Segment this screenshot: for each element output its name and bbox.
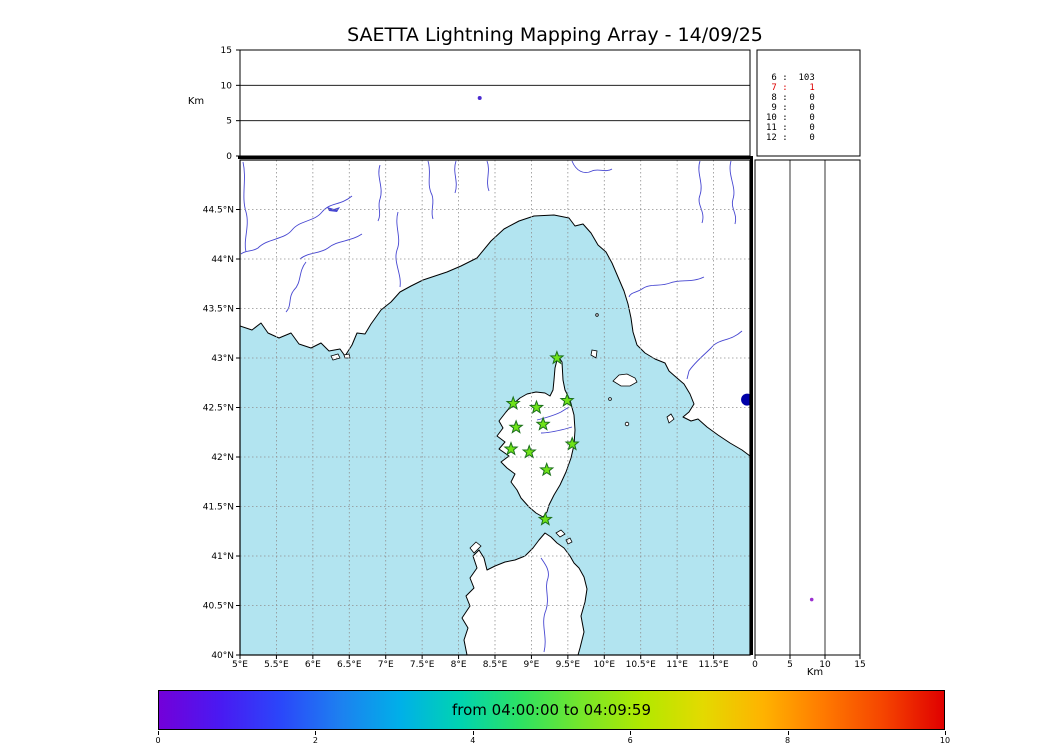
alt-lon-panel: [239, 49, 751, 157]
river: [571, 160, 613, 173]
lon-tick-label: 11°E: [666, 660, 688, 670]
alt-lat-tick-label: 0: [752, 660, 758, 670]
map-markers: [503, 350, 750, 526]
coastline-sardinia: [461, 532, 588, 655]
river: [377, 164, 382, 222]
lon-tick-label: 8.5°E: [483, 660, 508, 670]
river: [486, 160, 490, 192]
lat-tick-label: 44.5°N: [203, 206, 234, 216]
figure-title: SAETTA Lightning Mapping Array - 14/09/2…: [347, 24, 763, 46]
river: [240, 195, 353, 255]
station-count-row: 8 : 0: [766, 93, 815, 103]
alt-lon-tick-label: 15: [221, 46, 232, 56]
lma-station-marker: [528, 399, 545, 414]
lat-tick-label: 40.5°N: [203, 602, 234, 612]
island-gorgona: [595, 313, 599, 317]
lma-station-marker: [505, 395, 521, 410]
colorbar-label: from 04:00:00 to 04:09:59: [451, 701, 651, 719]
lat-tick-label: 44°N: [211, 255, 234, 265]
alt-lat-tick-label: 10: [819, 660, 831, 670]
alt-lon-tick-label: 10: [221, 81, 233, 91]
alt-lon-tick-label: 0: [226, 152, 232, 162]
lon-tick-label: 7°E: [378, 660, 394, 670]
station-count-row: 6 : 103: [766, 73, 815, 83]
river: [285, 261, 307, 313]
river: [540, 426, 573, 434]
lat-tick-label: 41°N: [211, 552, 234, 562]
lma-station-marker: [521, 444, 537, 459]
island-montecristo: [624, 421, 630, 427]
lon-tick-label: 9.5°E: [556, 660, 581, 670]
lat-tick-label: 43°N: [211, 354, 234, 364]
alt-lat-panel: [754, 159, 861, 656]
lon-tick-label: 5°E: [232, 660, 248, 670]
lon-tick-label: 8°E: [451, 660, 467, 670]
lon-tick-label: 11.5°E: [698, 660, 729, 670]
river: [536, 406, 570, 421]
lma-station-marker: [508, 419, 524, 434]
top-panel-ylabel: Km: [188, 96, 204, 107]
lon-tick-label: 6.5°E: [337, 660, 362, 670]
station-count-row: 12 : 0: [766, 133, 815, 143]
lma-station-marker: [559, 392, 575, 407]
lon-tick-label: 6°E: [305, 660, 321, 670]
river: [729, 160, 737, 225]
alt-lon-tick-label: 5: [226, 117, 232, 127]
map: [240, 160, 750, 655]
right-panel-xlabel: Km: [807, 667, 823, 678]
river: [454, 160, 457, 194]
river: [540, 557, 549, 653]
colorbar: from 04:00:00 to 04:09:59: [158, 690, 945, 730]
lma-station-marker: [539, 461, 555, 477]
station-count-row: 11 : 0: [766, 123, 815, 133]
river: [427, 160, 434, 220]
map-grid: [240, 160, 750, 655]
lat-tick-label: 40°N: [211, 651, 234, 661]
coastline-mainland-france-italy: [240, 160, 750, 457]
river: [242, 161, 248, 253]
lat-tick-label: 42.5°N: [203, 404, 234, 414]
lma-station-marker: [535, 416, 551, 431]
lat-tick-label: 43.5°N: [203, 305, 234, 315]
river: [299, 233, 363, 260]
lat-tick-label: 42°N: [211, 453, 234, 463]
lat-tick-label: 41.5°N: [203, 503, 234, 513]
lightning-source-dot-alt-lon: [477, 96, 482, 101]
lightning-source-dot-alt-lat: [809, 597, 814, 602]
station-count-row: 9 : 0: [766, 103, 815, 113]
island-pianosa: [608, 397, 612, 401]
river: [395, 211, 401, 288]
alt-lat-tick-label: 5: [787, 660, 793, 670]
station-count-row: 7 : 1: [766, 83, 815, 93]
lon-tick-label: 10.5°E: [626, 660, 657, 670]
axis-marks: 5°E 5.5°E 6°E 6.5°E 7°E 7.5°E 8°E 8.5°E 9°E 9.5°E…: [203, 46, 866, 670]
lma-station-marker: [503, 441, 519, 456]
lon-tick-label: 9°E: [523, 660, 539, 670]
lon-tick-label: 7.5°E: [410, 660, 435, 670]
lon-tick-label: 5.5°E: [264, 660, 289, 670]
station-count-row: 10 : 0: [766, 113, 815, 123]
station-count-box: [756, 49, 861, 157]
river: [686, 330, 743, 380]
alt-lat-tick-label: 15: [854, 660, 865, 670]
river: [698, 160, 704, 224]
lightning-source-dot-map: [741, 393, 750, 406]
station-count-table: 6 : 103 7 : 1 8 : 0 9 : 0 10 : 0 11 : 0 12 …: [766, 73, 815, 143]
river: [628, 276, 705, 298]
lma-station-marker: [564, 436, 580, 451]
lon-tick-label: 10°E: [593, 660, 615, 670]
lma-station-marker: [537, 511, 553, 526]
lma-station-marker: [549, 350, 565, 365]
